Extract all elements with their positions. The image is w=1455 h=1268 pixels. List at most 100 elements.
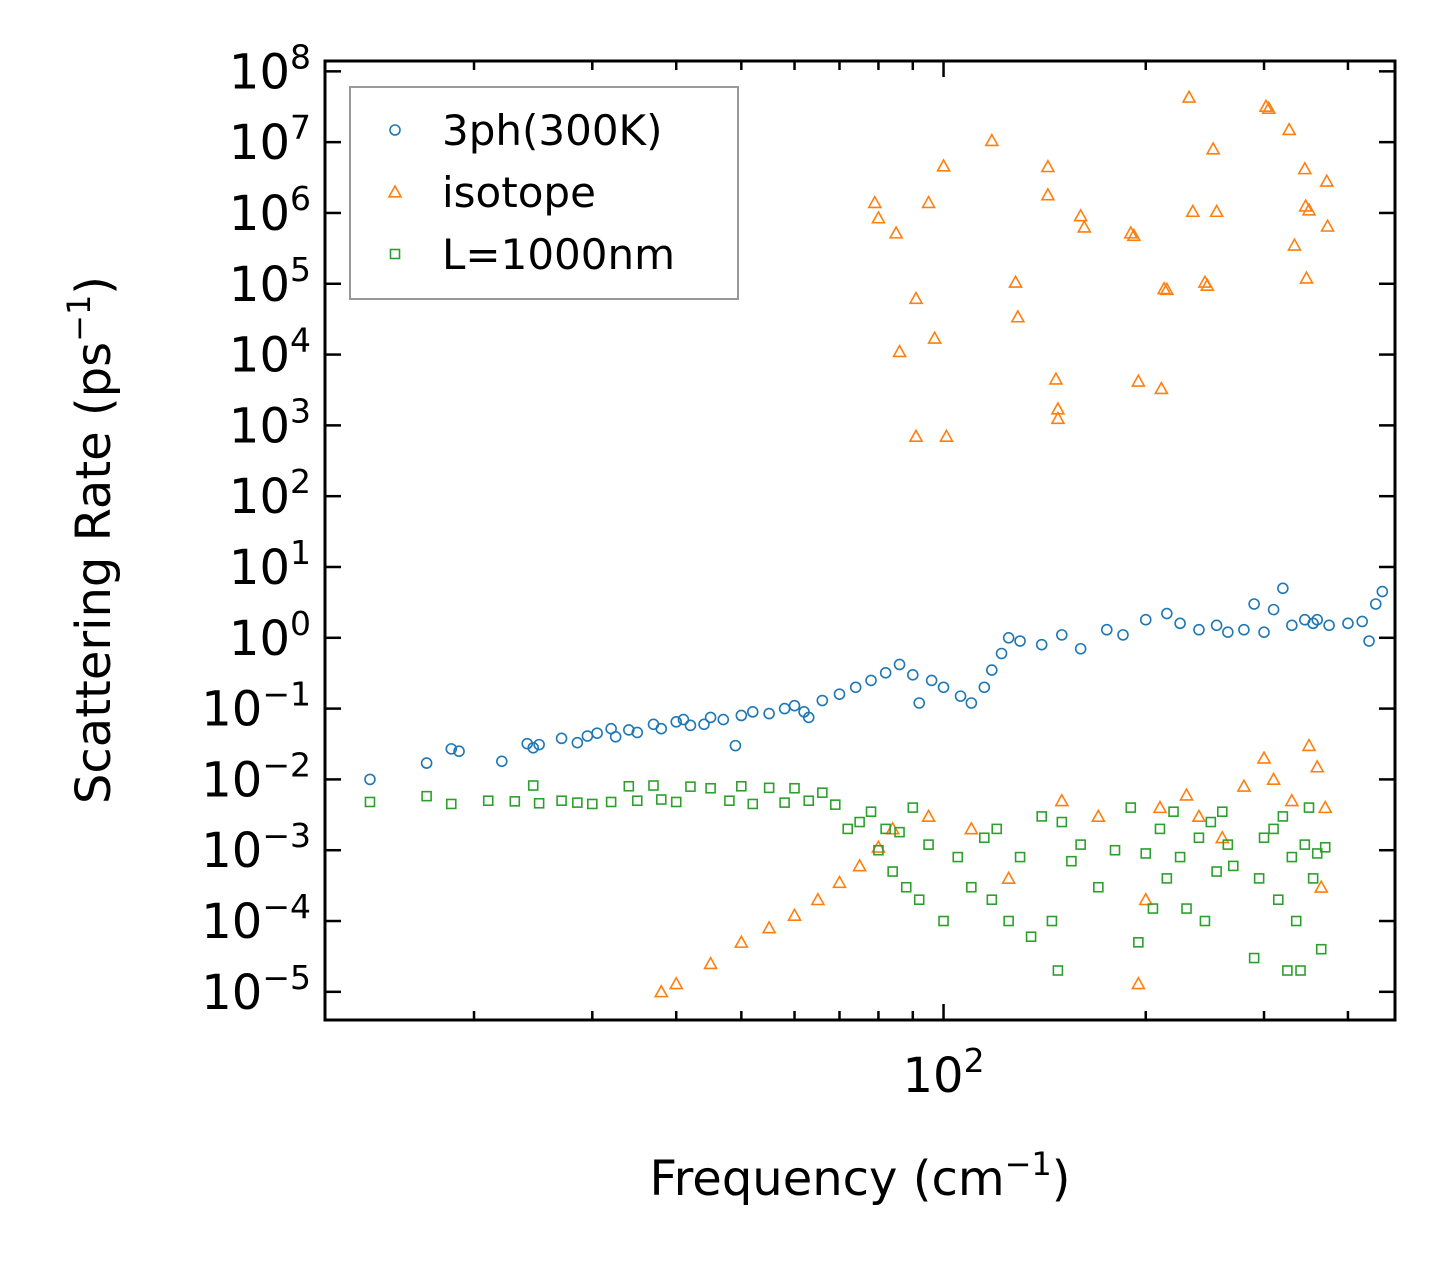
data-point [1272,894,1284,906]
data-point [648,780,659,791]
series-circle [364,582,1389,786]
data-point [1193,832,1205,844]
data-point [1313,879,1329,893]
data-point [1211,866,1222,877]
data-point [1159,281,1175,296]
data-point [1282,965,1293,976]
y-tick-label: 10−5 [201,958,311,1021]
data-point [653,984,669,998]
x-tick-labels: 102 [902,1041,984,1104]
data-point [1317,799,1333,814]
data-point [1286,851,1298,863]
data-point [527,741,540,754]
data-point [1258,626,1270,638]
data-point [1025,931,1037,943]
data-point [1179,787,1194,801]
y-tick-label: 100 [229,604,311,667]
data-point [1199,915,1211,927]
data-point [736,780,747,792]
data-point [788,699,801,712]
data-point [1216,806,1228,817]
data-point [684,719,697,732]
data-point [1277,582,1289,595]
data-point [1052,965,1064,976]
data-point [685,781,696,792]
data-point [1268,823,1279,835]
data-point [1222,626,1234,638]
y-axis-label: Scattering Rate (ps−1) [60,276,122,804]
data-point [555,732,568,745]
data-point [571,736,584,749]
data-point [572,797,583,808]
data-point [833,688,846,700]
data-point [879,667,892,679]
y-tick-label: 107 [229,108,311,171]
data-point [936,158,951,172]
data-point [1248,952,1260,964]
data-point [1303,802,1315,813]
data-point [829,799,841,810]
data-point [1295,965,1306,976]
data-point [704,711,717,724]
data-point [984,133,1000,147]
data-point [631,795,643,807]
data-point [1287,237,1302,251]
data-point [1138,892,1154,906]
data-point [817,787,828,798]
data-point [1376,585,1389,598]
data-point [763,707,775,720]
data-point [1309,759,1325,773]
data-point [923,839,934,850]
data-point [1222,839,1234,850]
data-point [631,726,644,739]
data-point [978,681,991,694]
data-point [1297,161,1313,175]
data-point [913,894,925,906]
data-point [1205,141,1221,155]
data-point [747,798,759,810]
data-point [779,797,790,808]
data-point [854,816,865,828]
data-point [1185,203,1201,218]
data-point [1130,373,1146,387]
data-point [733,934,749,948]
data-point [1046,915,1058,927]
y-tick-label: 10−3 [201,816,311,879]
data-point [496,755,508,768]
data-point [842,823,854,835]
data-point [591,727,603,739]
data-point [1238,623,1250,636]
data-point [717,713,730,726]
data-point [1301,737,1317,752]
data-point [1258,98,1274,112]
data-point [420,757,433,769]
data-point [921,808,936,823]
data-point [1227,860,1239,872]
y-tick-label: 104 [229,321,311,384]
data-point [1210,619,1223,632]
data-point [1001,870,1016,884]
data-point [938,915,949,927]
data-point [1066,855,1077,867]
data-point [581,730,594,742]
data-point [1140,848,1152,859]
legend-marker [387,184,403,198]
data-point [1356,615,1368,628]
data-point [1181,903,1192,914]
data-point [1299,270,1314,284]
data-point [907,802,919,813]
data-point [556,795,567,807]
data-point [453,745,465,758]
data-point [1056,816,1068,828]
data-point [1008,274,1023,288]
data-point [1256,750,1272,764]
legend-box [349,86,739,300]
data-point [1125,802,1137,813]
data-point [954,690,967,702]
data-point [1154,381,1169,395]
y-tick-label: 10−4 [201,887,311,950]
y-tick-label: 105 [229,250,311,313]
data-point [509,796,521,807]
data-point [908,428,924,442]
data-point [1199,277,1215,291]
